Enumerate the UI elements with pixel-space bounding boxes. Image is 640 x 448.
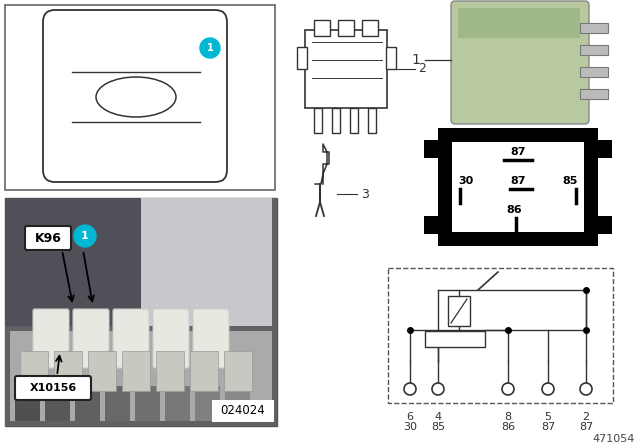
Text: 87: 87 — [510, 176, 525, 186]
Bar — [165, 386, 190, 421]
Text: 30: 30 — [458, 176, 473, 186]
Bar — [580, 89, 608, 99]
Bar — [195, 386, 220, 421]
FancyBboxPatch shape — [113, 309, 149, 368]
Circle shape — [432, 383, 444, 395]
Bar — [425, 331, 485, 347]
Circle shape — [542, 383, 554, 395]
Text: 85: 85 — [431, 422, 445, 432]
Text: 86: 86 — [506, 205, 522, 215]
Text: K96: K96 — [35, 232, 61, 245]
Circle shape — [404, 383, 416, 395]
FancyBboxPatch shape — [153, 309, 189, 368]
Text: 1: 1 — [81, 231, 89, 241]
Bar — [580, 45, 608, 55]
Bar — [105, 386, 130, 421]
Bar — [224, 351, 252, 391]
Text: 87: 87 — [510, 147, 525, 157]
Bar — [314, 108, 322, 133]
Bar — [5, 198, 277, 426]
Bar — [314, 20, 330, 36]
Bar — [5, 198, 277, 426]
Text: 1: 1 — [411, 53, 420, 67]
FancyBboxPatch shape — [73, 309, 109, 368]
Bar — [424, 140, 438, 158]
Text: 6: 6 — [406, 412, 413, 422]
Bar — [141, 198, 272, 326]
Bar — [5, 198, 141, 326]
Bar — [5, 5, 275, 190]
Circle shape — [74, 225, 96, 247]
Text: 30: 30 — [403, 422, 417, 432]
FancyBboxPatch shape — [33, 309, 69, 368]
Bar — [438, 128, 598, 246]
Text: 4: 4 — [435, 412, 442, 422]
FancyBboxPatch shape — [15, 376, 91, 400]
Bar — [388, 268, 613, 403]
Bar — [10, 331, 272, 421]
Bar — [424, 216, 438, 234]
Circle shape — [502, 383, 514, 395]
Bar — [54, 351, 82, 391]
Text: 86: 86 — [501, 422, 515, 432]
Text: 024024: 024024 — [221, 405, 266, 418]
Text: 87: 87 — [541, 422, 555, 432]
Text: 5: 5 — [545, 412, 552, 422]
Bar — [225, 386, 250, 421]
Bar — [448, 296, 470, 326]
FancyBboxPatch shape — [25, 226, 71, 250]
Bar — [598, 140, 612, 158]
Bar — [458, 8, 580, 38]
Bar — [75, 386, 100, 421]
Bar — [338, 20, 354, 36]
Text: 3: 3 — [361, 188, 369, 201]
Bar — [135, 386, 160, 421]
Bar — [88, 351, 116, 391]
FancyBboxPatch shape — [451, 1, 589, 124]
Circle shape — [200, 38, 220, 58]
Bar — [305, 30, 387, 108]
Bar — [598, 216, 612, 234]
FancyBboxPatch shape — [193, 309, 229, 368]
Bar — [156, 351, 184, 391]
FancyBboxPatch shape — [43, 10, 227, 182]
Text: 85: 85 — [563, 176, 578, 186]
Bar — [190, 351, 218, 391]
Bar — [580, 67, 608, 77]
Text: 8: 8 — [504, 412, 511, 422]
Bar — [212, 400, 274, 422]
Text: 471054: 471054 — [593, 434, 635, 444]
Circle shape — [580, 383, 592, 395]
Bar — [20, 351, 48, 391]
Text: X10156: X10156 — [29, 383, 77, 393]
Bar — [386, 47, 396, 69]
Bar — [332, 108, 340, 133]
Text: 2: 2 — [582, 412, 589, 422]
Bar — [122, 351, 150, 391]
Text: 2: 2 — [418, 63, 426, 76]
Bar — [452, 142, 584, 232]
Bar — [15, 386, 40, 421]
Text: 1: 1 — [207, 43, 213, 53]
Bar — [580, 23, 608, 33]
Text: 87: 87 — [579, 422, 593, 432]
Ellipse shape — [96, 77, 176, 117]
Bar — [362, 20, 378, 36]
Bar — [297, 47, 307, 69]
Bar — [350, 108, 358, 133]
Bar — [368, 108, 376, 133]
Bar — [45, 386, 70, 421]
